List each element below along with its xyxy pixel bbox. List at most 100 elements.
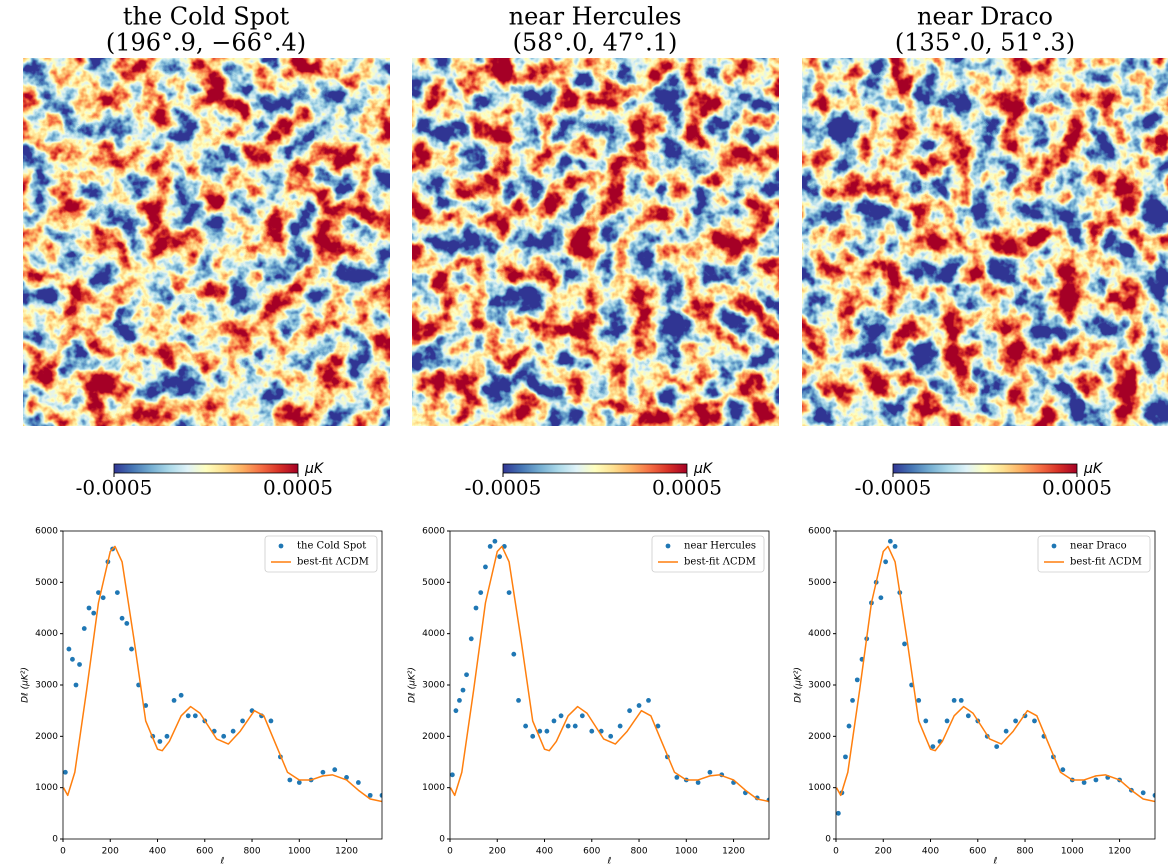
- data-point: [192, 713, 198, 719]
- y-tick-label: 6000: [422, 527, 445, 537]
- x-tick-label: 1200: [335, 847, 358, 857]
- data-point: [846, 723, 852, 729]
- y-tick-label: 0: [439, 835, 445, 845]
- y-tick-label: 2000: [35, 732, 58, 742]
- axes-frame: [62, 530, 383, 840]
- legend-swatch: [278, 543, 284, 549]
- x-tick-label: 400: [149, 847, 166, 857]
- data-point: [185, 713, 191, 719]
- y-tick-label: 3000: [422, 681, 445, 691]
- data-point: [296, 780, 302, 785]
- map-title: (196°.9, −66°.4): [106, 29, 306, 57]
- data-point: [171, 698, 177, 703]
- data-point: [1081, 780, 1087, 785]
- data-point: [70, 656, 75, 662]
- data-point: [492, 538, 498, 544]
- data-point: [572, 723, 578, 729]
- data-point: [497, 554, 503, 560]
- colorbar-tick-label: -0.0005: [855, 476, 932, 500]
- y-tick-label: 1000: [35, 783, 58, 793]
- data-point: [558, 713, 564, 719]
- map-title: near Hercules: [509, 3, 682, 31]
- y-tick-label: 1000: [422, 783, 445, 793]
- x-tick-label: 1000: [288, 847, 311, 857]
- data-point: [1152, 792, 1155, 798]
- data-point: [965, 713, 971, 719]
- x-tick-label: 1200: [1108, 847, 1131, 857]
- data-point: [506, 590, 512, 595]
- data-point: [843, 754, 848, 760]
- colorbar-tick-label: 0.0005: [1042, 476, 1112, 500]
- data-point: [344, 775, 349, 780]
- data-point: [530, 733, 536, 739]
- data-point: [124, 621, 130, 626]
- colorbar-tick-label: -0.0005: [465, 476, 542, 500]
- x-tick-label: 600: [969, 847, 986, 857]
- legend-label: best-fit ΛCDM: [297, 557, 369, 568]
- data-point: [1032, 718, 1037, 724]
- x-tick-label: 0: [833, 847, 839, 857]
- data-point: [143, 703, 149, 708]
- data-point: [636, 703, 642, 708]
- data-point: [565, 723, 571, 729]
- data-point: [164, 733, 170, 739]
- data-point: [240, 718, 245, 724]
- data-point: [478, 590, 484, 595]
- data-point: [511, 651, 517, 657]
- data-point: [268, 718, 274, 724]
- data-point: [902, 641, 907, 647]
- data-point: [523, 723, 529, 729]
- data-point: [457, 698, 462, 703]
- data-point: [646, 698, 651, 703]
- x-tick-label: 800: [630, 847, 647, 857]
- legend: [651, 535, 765, 573]
- map-title: the Cold Spot: [123, 3, 290, 31]
- y-tick-label: 5000: [35, 578, 58, 588]
- y-tick-label: 3000: [35, 681, 58, 691]
- data-point: [579, 713, 585, 719]
- x-tick-label: 600: [196, 847, 213, 857]
- data-point: [379, 792, 382, 798]
- data-point: [453, 708, 459, 714]
- data-point: [551, 718, 557, 724]
- plot-area: [836, 538, 1155, 816]
- x-tick-label: 400: [922, 847, 939, 857]
- y-tick-label: 6000: [35, 527, 58, 537]
- data-point: [958, 698, 964, 703]
- x-tick-label: 600: [583, 847, 600, 857]
- colorbar-unit: μK: [1083, 461, 1104, 477]
- x-axis-label: ℓ: [993, 857, 998, 865]
- data-point: [63, 769, 68, 775]
- data-point: [119, 615, 125, 621]
- map-title: (135°.0, 51°.3): [895, 29, 1075, 57]
- data-point: [86, 605, 92, 611]
- data-point: [878, 595, 884, 601]
- data-point: [96, 590, 101, 595]
- data-point: [850, 698, 855, 703]
- data-point: [892, 544, 898, 549]
- data-point: [355, 780, 361, 785]
- data-point: [129, 646, 134, 652]
- data-point: [332, 767, 338, 773]
- fit-line: [450, 545, 769, 803]
- y-tick-label: 0: [825, 835, 831, 845]
- data-point: [100, 595, 106, 601]
- plot-area: [450, 538, 769, 803]
- data-point: [221, 733, 227, 739]
- y-axis-label: Dℓ (μK²): [408, 667, 418, 703]
- colorbar-unit: μK: [693, 461, 714, 477]
- legend-label: best-fit ΛCDM: [1070, 557, 1142, 568]
- data-point: [674, 775, 680, 780]
- data-point: [516, 698, 521, 703]
- y-tick-label: 5000: [808, 578, 831, 588]
- data-point: [617, 723, 623, 729]
- data-point: [230, 728, 236, 734]
- data-point: [923, 718, 929, 724]
- y-tick-label: 1000: [808, 783, 831, 793]
- data-point: [944, 718, 950, 724]
- map-title: (58°.0, 47°.1): [513, 29, 678, 57]
- y-tick-label: 3000: [808, 681, 831, 691]
- data-point: [483, 564, 488, 570]
- x-axis-label: ℓ: [220, 857, 225, 865]
- y-tick-label: 2000: [808, 732, 831, 742]
